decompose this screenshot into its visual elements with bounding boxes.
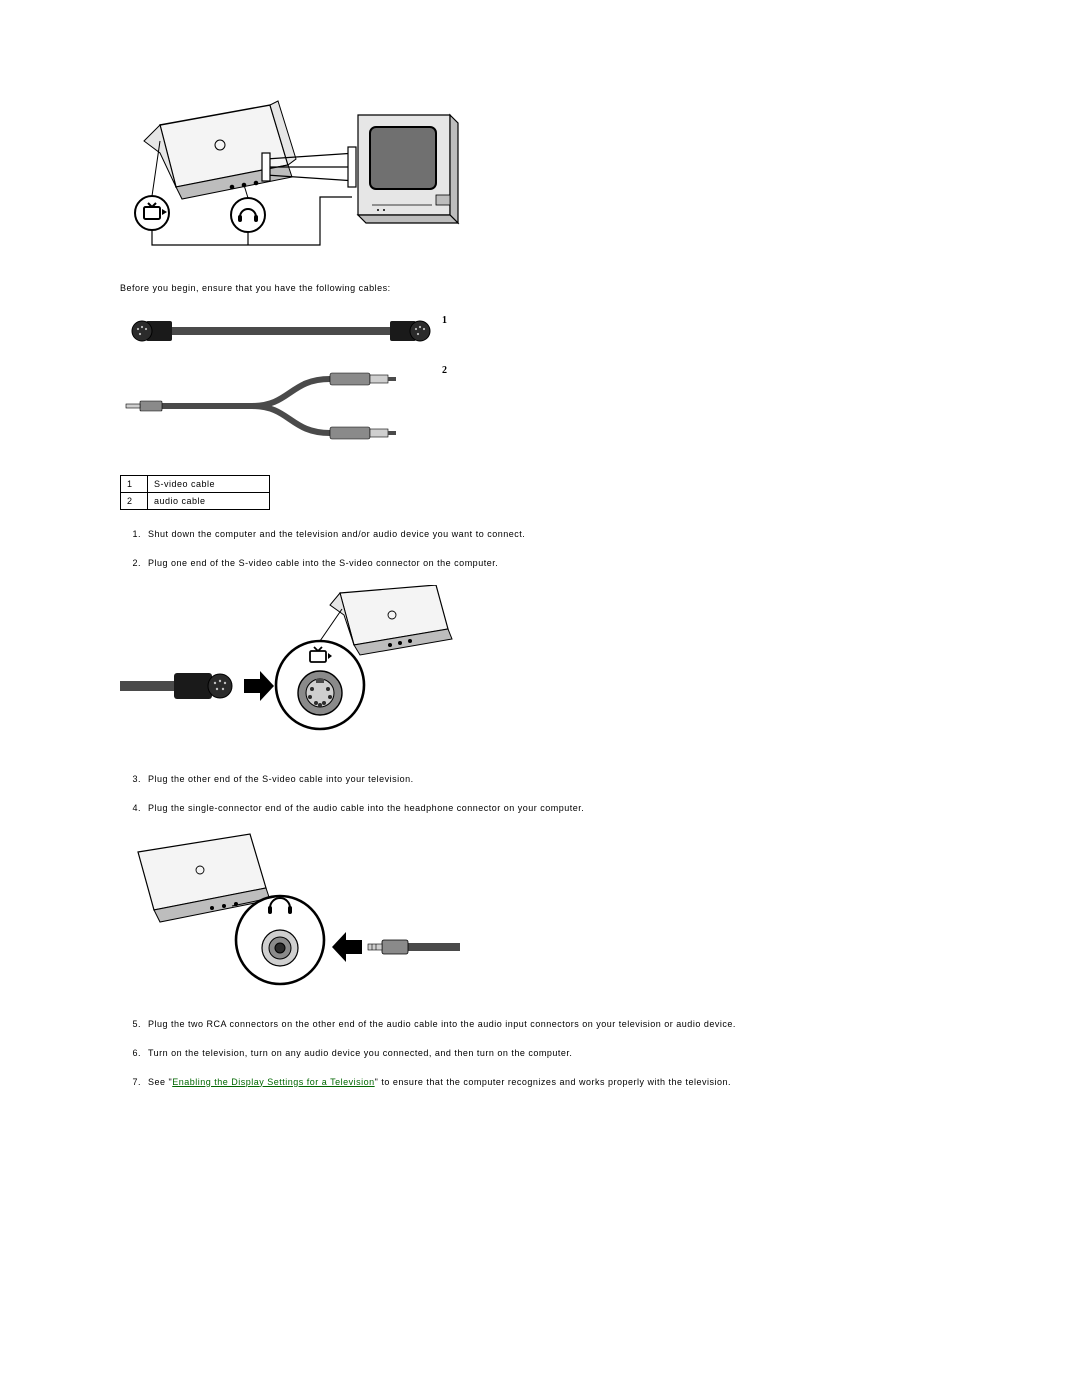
legend-label-2: audio cable: [148, 493, 270, 510]
figure-cables: 1 2: [120, 307, 960, 457]
enable-display-settings-link[interactable]: Enabling the Display Settings for a Tele…: [172, 1077, 374, 1087]
table-row: 1 S-video cable: [121, 476, 270, 493]
arrow-right-icon: [244, 671, 274, 701]
step-4: Plug the single-connector end of the aud…: [144, 802, 960, 815]
step-7-post: " to ensure that the computer recognizes…: [375, 1077, 731, 1087]
s-video-cable-icon: [132, 321, 430, 341]
laptop-icon: [144, 101, 296, 199]
s-video-plug-icon: [120, 673, 232, 699]
audio-plug-icon: [368, 940, 460, 954]
headphone-callout-icon: [231, 185, 265, 232]
legend-num-1: 1: [121, 476, 148, 493]
table-row: 2 audio cable: [121, 493, 270, 510]
step-1: Shut down the computer and the televisio…: [144, 528, 960, 541]
tv-icon: [358, 115, 458, 223]
steps-list-2: Plug the other end of the S-video cable …: [132, 773, 960, 814]
headphone-port-icon: [232, 896, 324, 984]
step-6: Turn on the television, turn on any audi…: [144, 1047, 960, 1060]
step-5: Plug the two RCA connectors on the other…: [144, 1018, 960, 1031]
step-2: Plug one end of the S-video cable into t…: [144, 557, 960, 570]
steps-list: Shut down the computer and the televisio…: [132, 528, 960, 569]
figure-overview: [120, 95, 960, 265]
laptop-icon: [330, 585, 452, 655]
cable-legend-table: 1 S-video cable 2 audio cable: [120, 475, 270, 510]
audio-cable-icon: [126, 373, 396, 439]
step-7: See "Enabling the Display Settings for a…: [144, 1076, 960, 1089]
step-7-pre: See ": [148, 1077, 172, 1087]
document-page: Before you begin, ensure that you have t…: [0, 0, 1080, 1144]
legend-num-2: 2: [121, 493, 148, 510]
intro-text: Before you begin, ensure that you have t…: [120, 283, 960, 293]
figure-svideo-port: [120, 585, 960, 755]
figure-audio-port: [120, 830, 960, 1000]
step-3: Plug the other end of the S-video cable …: [144, 773, 960, 786]
steps-list-3: Plug the two RCA connectors on the other…: [132, 1018, 960, 1088]
cable-label-2: 2: [442, 365, 448, 376]
cable-label-1: 1: [442, 315, 448, 326]
arrow-left-icon: [332, 932, 362, 962]
legend-label-1: S-video cable: [148, 476, 270, 493]
